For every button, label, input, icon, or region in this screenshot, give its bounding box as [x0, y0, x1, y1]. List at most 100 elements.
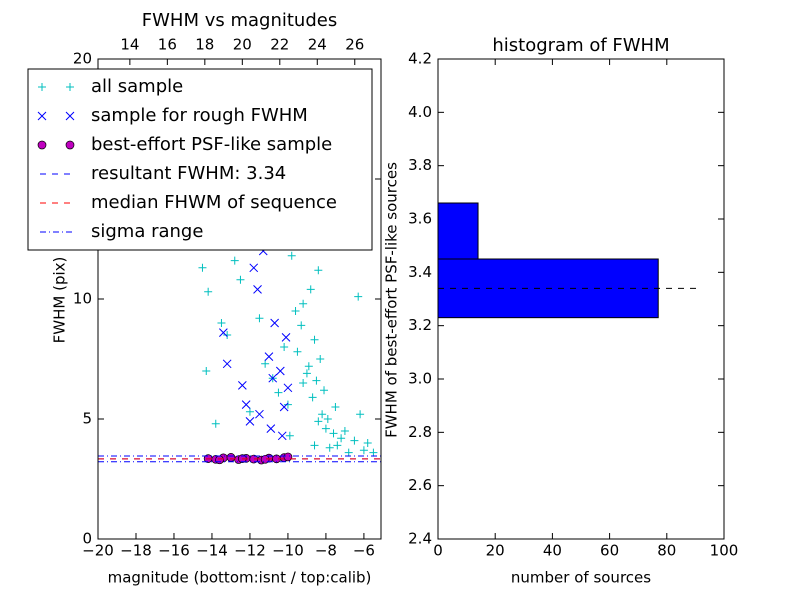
point [369, 448, 378, 457]
point [350, 436, 359, 445]
point [245, 417, 255, 426]
point [320, 386, 329, 395]
x-tick-label: 100 [710, 542, 739, 560]
point [340, 427, 349, 435]
y-tick-label: 3.6 [408, 210, 432, 228]
point [323, 415, 332, 423]
y-tick-label: 2.6 [408, 476, 432, 494]
y-tick-label: 5 [82, 410, 92, 428]
legend-marker [66, 83, 74, 91]
axes-frame [437, 58, 725, 540]
x-tick-label: 60 [600, 542, 619, 560]
point [293, 347, 302, 356]
plot-marks [98, 103, 381, 465]
point [275, 366, 285, 376]
axes-frame [97, 58, 382, 540]
point [310, 335, 319, 344]
y-tick-label: 2.4 [408, 530, 432, 548]
point [261, 359, 270, 368]
point [230, 256, 239, 265]
point [280, 343, 289, 351]
y-tick-label: 3.0 [408, 370, 432, 388]
point [354, 292, 363, 301]
point [245, 407, 254, 416]
point [211, 419, 220, 428]
point [299, 299, 308, 308]
point [237, 381, 247, 390]
legend-marker [65, 140, 75, 150]
x2-tick-label: 26 [345, 36, 364, 54]
legend-text: median FHWM of sequence [91, 192, 337, 213]
x2-tick-label: 20 [233, 36, 252, 54]
x2-tick-label: 22 [270, 36, 289, 54]
point [344, 448, 353, 457]
point [304, 362, 313, 371]
legend-marker [37, 140, 47, 150]
point [297, 321, 306, 330]
point [217, 319, 226, 327]
point [308, 393, 317, 402]
point [310, 441, 319, 450]
legend-text: best-effort PSF-like sample [91, 134, 332, 155]
point [255, 409, 264, 419]
legend-marker [37, 111, 47, 121]
x-tick-label: 0 [433, 542, 443, 560]
x-axis-label: magnitude (bottom:isnt / top:calib) [108, 569, 372, 587]
y-tick-label: 4.2 [408, 50, 432, 68]
x-tick-label: −16 [158, 542, 190, 560]
x-tick-label: 40 [543, 542, 562, 560]
x2-tick-label: 14 [120, 36, 139, 54]
x-tick-label: −12 [234, 542, 266, 560]
point [283, 452, 293, 462]
point [299, 379, 308, 387]
x-tick-label: −10 [272, 542, 304, 560]
x2-tick-label: 18 [195, 36, 214, 54]
point [306, 285, 315, 294]
point [266, 424, 276, 433]
point [331, 403, 340, 411]
x2-tick-label: 24 [308, 36, 327, 54]
point [363, 439, 372, 447]
y-tick-label: 3.2 [408, 316, 432, 334]
legend-box [27, 68, 373, 251]
point [264, 352, 274, 361]
point [329, 429, 338, 438]
point [215, 455, 224, 465]
point [222, 359, 232, 369]
point [279, 402, 289, 412]
point [325, 443, 334, 452]
point [241, 400, 251, 409]
point [255, 314, 264, 323]
x-tick-label: −18 [120, 542, 152, 560]
y-tick-label: 10 [73, 290, 92, 308]
point [226, 453, 236, 462]
point [268, 373, 278, 383]
point [249, 263, 259, 273]
point [283, 383, 293, 393]
x-tick-label: −20 [82, 542, 114, 560]
point [202, 367, 211, 375]
point [285, 431, 294, 440]
point [236, 275, 245, 284]
point [316, 355, 325, 363]
point [281, 333, 291, 342]
point [270, 318, 279, 328]
point [314, 266, 323, 275]
y-axis-label: FWHM (pix) [51, 257, 69, 344]
y-tick-label: 2.8 [408, 423, 432, 441]
point [287, 251, 296, 260]
point [274, 388, 283, 397]
point [253, 285, 262, 294]
point [219, 328, 228, 337]
point [312, 376, 321, 385]
legend-text: sigma range [91, 221, 203, 242]
x-tick-label: −6 [353, 542, 375, 560]
point [356, 410, 365, 419]
chart-title: FWHM vs magnitudes [142, 10, 337, 31]
legend-text: sample for rough FWHM [91, 105, 308, 126]
legend-text: resultant FWHM: 3.34 [91, 163, 286, 184]
legend-text: all sample [91, 76, 183, 97]
chart-title: histogram of FWHM [492, 35, 669, 56]
x-tick-label: 80 [657, 542, 676, 560]
x-tick-label: −8 [315, 542, 337, 560]
